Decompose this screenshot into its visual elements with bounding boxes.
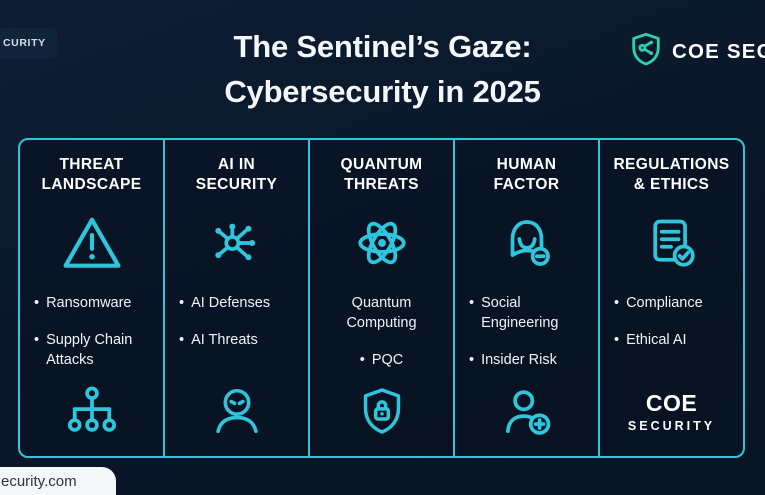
column-header: HUMAN FACTOR [463, 155, 590, 201]
column-regulations-ethics: REGULATIONS & ETHICS Compliance Ethical … [600, 140, 743, 456]
column-quantum-threats: QUANTUM THREATS Quantum Computing PQC [310, 140, 455, 456]
list-item: AI Threats [179, 330, 300, 350]
list-item: Ethical AI [614, 330, 735, 350]
list-item-text: Quantum Computing [346, 295, 417, 331]
coe-security-logo: COE SECU [628, 30, 765, 73]
list-item-text: Social Engineering [481, 295, 559, 331]
ai-network-icon [173, 201, 300, 285]
logo-text: COE SECU [672, 39, 765, 63]
column-header-line2: FACTOR [493, 176, 560, 194]
column-items: Social Engineering Insider Risk [463, 285, 590, 376]
list-item-text: AI Threats [191, 332, 258, 348]
column-header: QUANTUM THREATS [318, 155, 445, 201]
partial-watermark-text: CURITY [3, 37, 46, 49]
column-header: REGULATIONS & ETHICS [608, 155, 735, 201]
list-item: PQC [360, 350, 404, 370]
person-plus-icon [463, 376, 590, 446]
column-header-line1: AI IN [217, 156, 256, 173]
page-title: The Sentinel’s Gaze: Cybersecurity in 20… [90, 24, 675, 114]
wordmark-line1: COE [645, 389, 698, 416]
list-item-text: Ransomware [46, 295, 132, 311]
list-item: Ransomware [34, 293, 155, 313]
wordmark-line2: SECURITY [627, 418, 716, 433]
column-human-factor: HUMAN FACTOR Social Engineering Insider … [455, 140, 600, 456]
column-items: Ransomware Supply Chain Attacks [28, 285, 155, 376]
hacker-face-icon [173, 376, 300, 446]
atom-icon [318, 201, 445, 285]
document-check-icon [608, 201, 735, 285]
hooded-figure-icon [463, 201, 590, 285]
list-item-text: Insider Risk [481, 352, 557, 368]
list-item: Quantum Computing [318, 293, 445, 333]
footer-url-text: ecurity.com [1, 472, 77, 490]
list-item-text: Supply Chain Attacks [46, 332, 133, 368]
column-header-line2: SECURITY [195, 176, 278, 194]
column-threat-landscape: THREAT LANDSCAPE Ransomware Supply Chain… [20, 140, 165, 456]
org-chart-icon [28, 376, 155, 446]
warning-triangle-icon [28, 201, 155, 285]
list-item: Insider Risk [469, 350, 590, 370]
column-header-line1: REGULATIONS [613, 156, 730, 173]
column-items: Compliance Ethical AI [608, 285, 735, 376]
list-item-text: PQC [371, 352, 404, 368]
infographic-panel: THREAT LANDSCAPE Ransomware Supply Chain… [18, 138, 745, 458]
column-header-line1: THREAT [59, 156, 124, 173]
coe-shield-icon [628, 30, 664, 73]
title-line-2: Cybersecurity in 2025 [224, 74, 541, 109]
footer-url-strip: ecurity.com [0, 467, 116, 495]
column-items: AI Defenses AI Threats [173, 285, 300, 376]
list-item: Supply Chain Attacks [34, 330, 155, 370]
column-header-line1: HUMAN [496, 156, 557, 173]
column-ai-in-security: AI IN SECURITY AI Defenses AI Threats [165, 140, 310, 456]
list-item-text: Ethical AI [626, 332, 687, 348]
list-item: AI Defenses [179, 293, 300, 313]
coe-security-wordmark: COE SECURITY [608, 376, 735, 446]
list-item: Compliance [614, 293, 735, 313]
partial-watermark-badge: CURITY [0, 28, 57, 58]
column-header-line2: & ETHICS [633, 176, 710, 194]
column-header-line1: QUANTUM [340, 156, 423, 173]
list-item-text: AI Defenses [191, 295, 271, 311]
list-item: Social Engineering [469, 293, 590, 333]
column-header-line2: LANDSCAPE [41, 176, 142, 194]
column-items: Quantum Computing PQC [318, 285, 445, 376]
column-header-line2: THREATS [344, 176, 419, 194]
column-header: THREAT LANDSCAPE [28, 155, 155, 201]
column-header: AI IN SECURITY [173, 155, 300, 201]
list-item-text: Compliance [626, 295, 703, 311]
shield-lock-icon [318, 376, 445, 446]
title-line-1: The Sentinel’s Gaze: [233, 29, 532, 64]
